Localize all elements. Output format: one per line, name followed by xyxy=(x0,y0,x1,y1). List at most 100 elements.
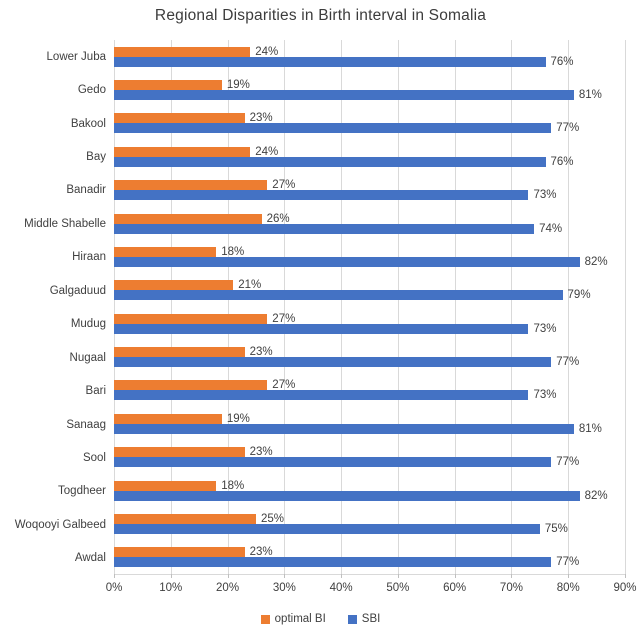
x-axis-tick-label-20%: 20% xyxy=(216,582,240,594)
bar-optimal-bi-hiraan xyxy=(114,246,217,257)
bar-line-sbi-bari: 73% xyxy=(114,389,625,402)
bar-value-label-optimal-bi-banadir: 27% xyxy=(272,179,296,192)
y-axis-label-banadir: Banadir xyxy=(66,184,106,197)
legend: optimal BI SBI xyxy=(0,613,641,625)
bar-line-sbi-awdal: 77% xyxy=(114,557,625,568)
x-axis-tick-label-60%: 60% xyxy=(443,582,467,594)
tickmark-60% xyxy=(454,574,456,578)
tickmark-50% xyxy=(397,574,399,578)
bar-optimal-bi-nugaal xyxy=(114,347,245,358)
x-axis-tick-label-70%: 70% xyxy=(499,582,523,594)
bar-value-label-sbi-bari: 73% xyxy=(533,389,557,402)
bar-value-label-sbi-galgaduud: 79% xyxy=(567,289,591,302)
y-axis-label-nugaal: Nugaal xyxy=(69,351,106,364)
bar-line-optimal-bi-middle-shabelle: 26% xyxy=(114,213,625,224)
bar-line-sbi-bay: 76% xyxy=(114,156,625,168)
x-axis-tick-label-90%: 90% xyxy=(613,582,637,594)
legend-item-sbi: SBI xyxy=(347,613,381,625)
bar-optimal-bi-woqooyi-galbeed xyxy=(114,513,256,524)
bar-line-sbi-lower-juba: 76% xyxy=(114,56,625,67)
bar-row-galgaduud: 21% 79% xyxy=(114,274,625,307)
bar-line-sbi-sool: 77% xyxy=(114,456,625,469)
bar-value-label-optimal-bi-awdal: 23% xyxy=(249,546,273,559)
bar-line-optimal-bi-sanaag: 19% xyxy=(114,413,625,425)
bar-optimal-bi-lower-juba xyxy=(114,46,251,57)
tickmark-10% xyxy=(170,574,172,578)
bar-value-label-sbi-bakool: 77% xyxy=(556,122,580,135)
bar-sbi-hiraan xyxy=(114,256,580,267)
gridline-60% xyxy=(454,40,456,574)
bar-optimal-bi-awdal xyxy=(114,547,245,558)
bar-row-bakool: 23% 77% xyxy=(114,107,625,140)
legend-swatch-optimal-bi xyxy=(260,614,270,624)
gridline-90% xyxy=(625,40,626,574)
y-axis-label-togdheer: Togdheer xyxy=(58,485,106,498)
legend-label-sbi: SBI xyxy=(361,613,381,625)
bar-line-sbi-bakool: 77% xyxy=(114,122,625,135)
gridline-0% xyxy=(114,40,115,574)
bar-value-label-optimal-bi-bari: 27% xyxy=(272,379,296,392)
y-axis-label-middle-shabelle: Middle Shabelle xyxy=(24,217,106,230)
bar-row-gedo: 19% 81% xyxy=(114,73,625,106)
tickmark-0% xyxy=(114,574,115,578)
bar-optimal-bi-togdheer xyxy=(114,480,217,491)
y-axis-label-sanaag: Sanaag xyxy=(66,418,106,431)
bar-value-label-optimal-bi-bakool: 23% xyxy=(249,112,273,125)
y-axis-labels: Lower Juba Gedo Bakool Bay Banadir Middle Sha… xyxy=(0,40,106,575)
y-axis-label-bakool: Bakool xyxy=(70,117,106,130)
bar-line-optimal-bi-lower-juba: 24% xyxy=(114,45,625,58)
x-axis: 0% 10% 20% 30% 40% 50% 60% 70% 80% 90% xyxy=(106,582,637,598)
bar-line-optimal-bi-bari: 27% xyxy=(114,379,625,392)
bar-optimal-bi-bay xyxy=(114,146,251,157)
bar-sbi-mudug xyxy=(114,323,529,334)
bar-sbi-sanaag xyxy=(114,423,574,434)
bar-value-label-sbi-mudug: 73% xyxy=(533,322,557,335)
tickmark-90% xyxy=(625,574,626,578)
bar-sbi-galgaduud xyxy=(114,290,563,301)
bar-value-label-optimal-bi-nugaal: 23% xyxy=(249,346,273,359)
bar-value-label-sbi-middle-shabelle: 74% xyxy=(539,222,563,235)
bar-rows: 24% 76% 19% 81% 23% 77% 24% 76% 27% 73% 26% 74% 18% 8… xyxy=(114,40,625,574)
bar-optimal-bi-sanaag xyxy=(114,413,222,424)
bar-sbi-nugaal xyxy=(114,357,552,368)
bar-value-label-sbi-sanaag: 81% xyxy=(578,422,602,435)
bar-row-awdal: 23% 77% xyxy=(114,541,625,574)
x-axis-tick-label-30%: 30% xyxy=(272,582,296,594)
bar-value-label-optimal-bi-mudug: 27% xyxy=(272,312,296,325)
gridline-70% xyxy=(511,40,513,574)
gridline-20% xyxy=(227,40,229,574)
bar-line-optimal-bi-nugaal: 23% xyxy=(114,346,625,359)
bar-line-optimal-bi-bay: 24% xyxy=(114,146,625,158)
bar-line-sbi-sanaag: 81% xyxy=(114,422,625,435)
legend-label-optimal-bi: optimal BI xyxy=(274,613,326,625)
bar-value-label-optimal-bi-hiraan: 18% xyxy=(221,245,245,258)
bar-value-label-optimal-bi-gedo: 19% xyxy=(226,79,250,92)
bar-row-togdheer: 18% 82% xyxy=(114,474,625,507)
bar-value-label-sbi-hiraan: 82% xyxy=(584,255,608,268)
x-axis-tick-label-40%: 40% xyxy=(329,582,353,594)
bar-optimal-bi-sool xyxy=(114,447,245,458)
bar-value-label-optimal-bi-lower-juba: 24% xyxy=(255,45,279,58)
bar-value-label-optimal-bi-woqooyi-galbeed: 25% xyxy=(260,512,284,525)
bar-value-label-sbi-gedo: 81% xyxy=(578,89,602,102)
y-axis-label-galgaduud: Galgaduud xyxy=(49,284,106,297)
gridline-40% xyxy=(341,40,343,574)
bar-line-optimal-bi-awdal: 23% xyxy=(114,546,625,559)
y-axis-label-hiraan: Hiraan xyxy=(72,251,106,264)
bar-line-sbi-woqooyi-galbeed: 75% xyxy=(114,523,625,535)
bar-value-label-sbi-nugaal: 77% xyxy=(556,356,580,369)
bar-line-sbi-galgaduud: 79% xyxy=(114,289,625,302)
bar-line-optimal-bi-mudug: 27% xyxy=(114,312,625,325)
bar-value-label-sbi-sool: 77% xyxy=(556,456,580,469)
gridline-30% xyxy=(284,40,286,574)
y-axis-label-mudug: Mudug xyxy=(70,318,106,331)
tickmark-40% xyxy=(341,574,343,578)
y-axis-label-awdal: Awdal xyxy=(74,552,106,565)
bar-line-sbi-togdheer: 82% xyxy=(114,490,625,501)
bar-sbi-bakool xyxy=(114,123,552,134)
tickmark-20% xyxy=(227,574,229,578)
bar-sbi-awdal xyxy=(114,557,552,568)
bar-value-label-optimal-bi-galgaduud: 21% xyxy=(238,279,262,292)
y-axis-label-lower-juba: Lower Juba xyxy=(46,50,106,63)
